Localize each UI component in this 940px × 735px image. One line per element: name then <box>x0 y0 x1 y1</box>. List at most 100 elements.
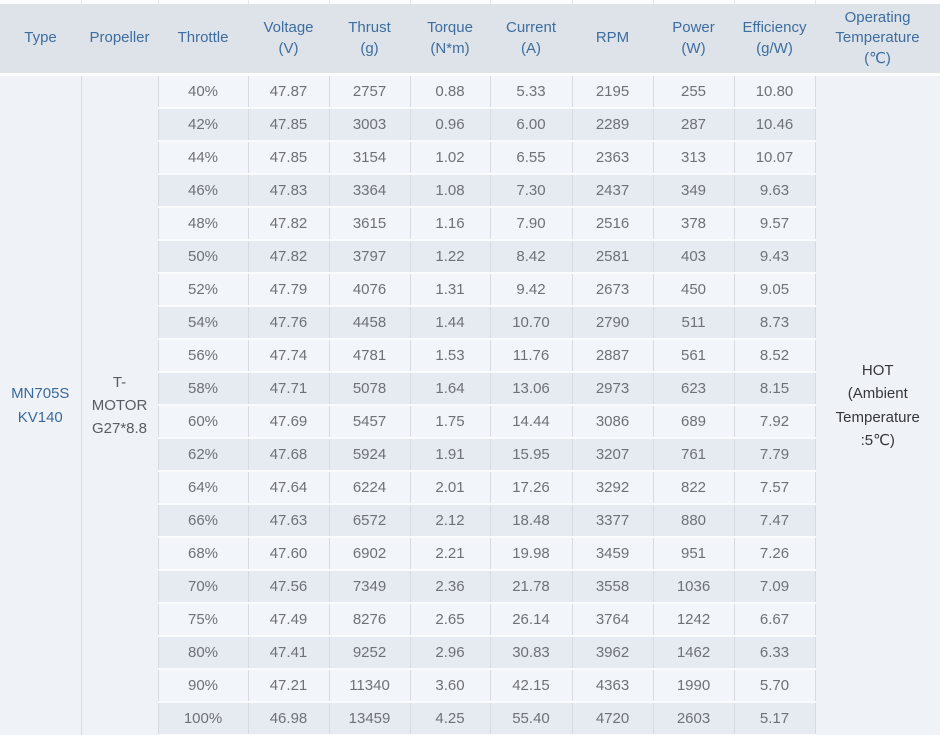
partial-cell <box>815 0 940 4</box>
cell-efficiency: 8.73 <box>734 306 816 340</box>
cell-throttle: 58% <box>158 372 249 406</box>
cell-thrust: 4458 <box>329 306 411 340</box>
cell-efficiency: 6.33 <box>734 636 816 670</box>
table-row: 54% 47.76 4458 1.44 10.70 2790 511 8.73 <box>0 306 940 340</box>
cell-rpm: 2790 <box>572 306 654 340</box>
cell-voltage: 47.69 <box>248 405 330 439</box>
cell-throttle: 56% <box>158 339 249 373</box>
cell-power: 822 <box>653 471 735 505</box>
table-row: 52% 47.79 4076 1.31 9.42 2673 450 9.05 <box>0 273 940 307</box>
cell-torque: 3.60 <box>410 669 491 703</box>
column-header-current: Current (A) <box>490 4 572 76</box>
cell-torque: 0.88 <box>410 74 491 109</box>
cell-current: 8.42 <box>490 240 573 274</box>
cell-power: 1990 <box>653 669 735 703</box>
cell-power: 255 <box>653 74 735 109</box>
cell-throttle: 66% <box>158 504 249 538</box>
cell-current: 6.55 <box>490 141 573 175</box>
operating-temperature-cell: HOT (Ambient Temperature :5℃) <box>815 74 940 735</box>
cell-efficiency: 8.15 <box>734 372 816 406</box>
partial-cell <box>248 0 330 4</box>
cell-current: 10.70 <box>490 306 573 340</box>
cell-power: 378 <box>653 207 735 241</box>
propeller-cell: T- MOTOR G27*8.8 <box>81 74 159 735</box>
cell-rpm: 3207 <box>572 438 654 472</box>
cell-voltage: 47.60 <box>248 537 330 571</box>
cell-throttle: 50% <box>158 240 249 274</box>
cell-power: 511 <box>653 306 735 340</box>
cell-thrust: 6224 <box>329 471 411 505</box>
cell-torque: 1.75 <box>410 405 491 439</box>
cell-torque: 1.08 <box>410 174 491 208</box>
cell-voltage: 47.21 <box>248 669 330 703</box>
cell-current: 7.90 <box>490 207 573 241</box>
cell-voltage: 47.82 <box>248 240 330 274</box>
column-header-torque: Torque (N*m) <box>410 4 490 76</box>
cell-current: 21.78 <box>490 570 573 604</box>
cell-rpm: 2437 <box>572 174 654 208</box>
cell-thrust: 5924 <box>329 438 411 472</box>
cell-voltage: 47.49 <box>248 603 330 637</box>
cell-thrust: 7349 <box>329 570 411 604</box>
cell-current: 17.26 <box>490 471 573 505</box>
cell-voltage: 46.98 <box>248 702 330 735</box>
cell-voltage: 47.56 <box>248 570 330 604</box>
cell-voltage: 47.85 <box>248 108 330 142</box>
cell-thrust: 11340 <box>329 669 411 703</box>
cell-torque: 1.31 <box>410 273 491 307</box>
cell-efficiency: 10.07 <box>734 141 816 175</box>
cell-rpm: 4363 <box>572 669 654 703</box>
cell-torque: 1.22 <box>410 240 491 274</box>
column-header-thrust: Thrust (g) <box>329 4 410 76</box>
table-row: 68% 47.60 6902 2.21 19.98 3459 951 7.26 <box>0 537 940 571</box>
cell-current: 26.14 <box>490 603 573 637</box>
cell-efficiency: 5.17 <box>734 702 816 735</box>
cell-torque: 1.02 <box>410 141 491 175</box>
cell-voltage: 47.68 <box>248 438 330 472</box>
cell-torque: 2.12 <box>410 504 491 538</box>
cell-throttle: 48% <box>158 207 249 241</box>
cell-voltage: 47.64 <box>248 471 330 505</box>
partial-cell <box>490 0 573 4</box>
cell-torque: 1.91 <box>410 438 491 472</box>
cell-torque: 1.53 <box>410 339 491 373</box>
cell-efficiency: 10.80 <box>734 74 816 109</box>
cell-throttle: 54% <box>158 306 249 340</box>
type-cell: MN705S KV140 <box>0 74 82 735</box>
table-row: 70% 47.56 7349 2.36 21.78 3558 1036 7.09 <box>0 570 940 604</box>
cell-voltage: 47.83 <box>248 174 330 208</box>
column-header-efficiency: Efficiency (g/W) <box>734 4 815 76</box>
table-row: 75% 47.49 8276 2.65 26.14 3764 1242 6.67 <box>0 603 940 637</box>
cell-current: 30.83 <box>490 636 573 670</box>
cell-throttle: 80% <box>158 636 249 670</box>
cell-thrust: 3154 <box>329 141 411 175</box>
cell-throttle: 44% <box>158 141 249 175</box>
table-body: MN705S KV140 T- MOTOR G27*8.8 40% 47.87 2757… <box>0 74 940 735</box>
cell-efficiency: 7.09 <box>734 570 816 604</box>
table-row: 66% 47.63 6572 2.12 18.48 3377 880 7.47 <box>0 504 940 538</box>
cell-thrust: 2757 <box>329 74 411 109</box>
partial-cell <box>734 0 816 4</box>
cell-rpm: 3558 <box>572 570 654 604</box>
cell-power: 450 <box>653 273 735 307</box>
cell-torque: 0.96 <box>410 108 491 142</box>
table-row: 60% 47.69 5457 1.75 14.44 3086 689 7.92 <box>0 405 940 439</box>
cell-power: 880 <box>653 504 735 538</box>
cell-thrust: 4781 <box>329 339 411 373</box>
cell-rpm: 2887 <box>572 339 654 373</box>
cell-throttle: 68% <box>158 537 249 571</box>
cell-voltage: 47.87 <box>248 74 330 109</box>
partial-row-above <box>0 0 940 4</box>
table-row: 64% 47.64 6224 2.01 17.26 3292 822 7.57 <box>0 471 940 505</box>
cell-voltage: 47.85 <box>248 141 330 175</box>
cell-current: 18.48 <box>490 504 573 538</box>
cell-voltage: 47.41 <box>248 636 330 670</box>
cell-rpm: 3292 <box>572 471 654 505</box>
cell-rpm: 2363 <box>572 141 654 175</box>
cell-rpm: 2673 <box>572 273 654 307</box>
cell-torque: 1.44 <box>410 306 491 340</box>
partial-cell <box>653 0 735 4</box>
cell-thrust: 5078 <box>329 372 411 406</box>
column-header-power: Power (W) <box>653 4 734 76</box>
